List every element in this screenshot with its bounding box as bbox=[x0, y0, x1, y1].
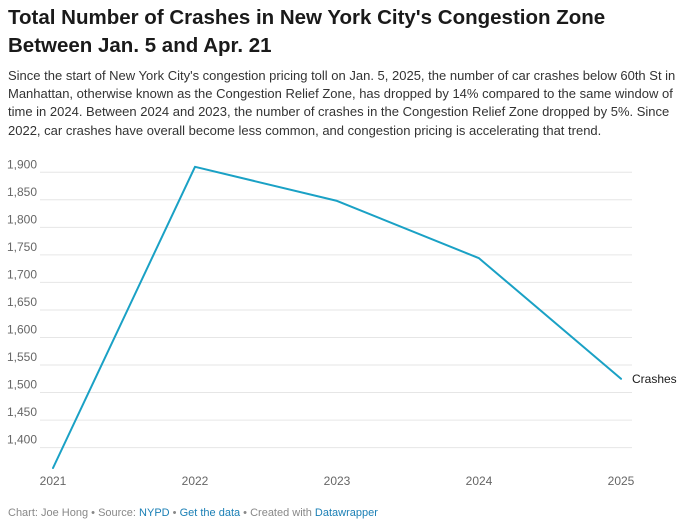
x-tick-label: 2024 bbox=[466, 474, 493, 488]
chart-subtitle: Since the start of New York City's conge… bbox=[8, 68, 676, 138]
footer-credit: Chart: Joe Hong bbox=[8, 507, 89, 519]
y-tick-label: 1,750 bbox=[7, 240, 37, 254]
series: Crashes bbox=[52, 165, 677, 469]
x-axis-ticks: 2021 2022 2023 2024 2025 bbox=[40, 474, 635, 488]
y-tick-label: 1,850 bbox=[7, 185, 37, 199]
y-tick-label: 1,650 bbox=[7, 295, 37, 309]
get-data-link[interactable]: Get the data bbox=[179, 507, 241, 519]
footer-separator: • bbox=[169, 507, 180, 519]
line-chart: 1,400 1,450 1,500 1,550 1,600 1,650 1,700 1,750… bbox=[7, 157, 677, 488]
chart-footer: Chart: Joe Hong • Source: NYPD • Get the… bbox=[8, 507, 378, 519]
x-tick-label: 2021 bbox=[40, 474, 67, 488]
y-tick-label: 1,400 bbox=[7, 433, 37, 447]
series-line-crashes bbox=[52, 165, 622, 469]
datawrapper-link[interactable]: Datawrapper bbox=[314, 507, 378, 519]
y-tick-label: 1,550 bbox=[7, 350, 37, 364]
y-tick-label: 1,450 bbox=[7, 405, 37, 419]
footer-separator: • Created with bbox=[240, 507, 315, 519]
x-tick-label: 2025 bbox=[608, 474, 635, 488]
y-tick-label: 1,500 bbox=[7, 378, 37, 392]
footer-separator: • Source: bbox=[88, 507, 140, 519]
gridlines bbox=[40, 171, 632, 449]
x-tick-label: 2022 bbox=[182, 474, 209, 488]
y-axis-ticks: 1,400 1,450 1,500 1,550 1,600 1,650 1,700 1,750… bbox=[7, 157, 37, 446]
series-label-crashes: Crashes bbox=[632, 372, 677, 386]
y-tick-label: 1,900 bbox=[7, 157, 37, 171]
x-tick-label: 2023 bbox=[324, 474, 351, 488]
y-tick-label: 1,800 bbox=[7, 212, 37, 226]
y-tick-label: 1,700 bbox=[7, 267, 37, 281]
chart-title: Total Number of Crashes in New York City… bbox=[8, 6, 606, 57]
y-tick-label: 1,600 bbox=[7, 322, 37, 336]
source-link[interactable]: NYPD bbox=[139, 507, 170, 519]
